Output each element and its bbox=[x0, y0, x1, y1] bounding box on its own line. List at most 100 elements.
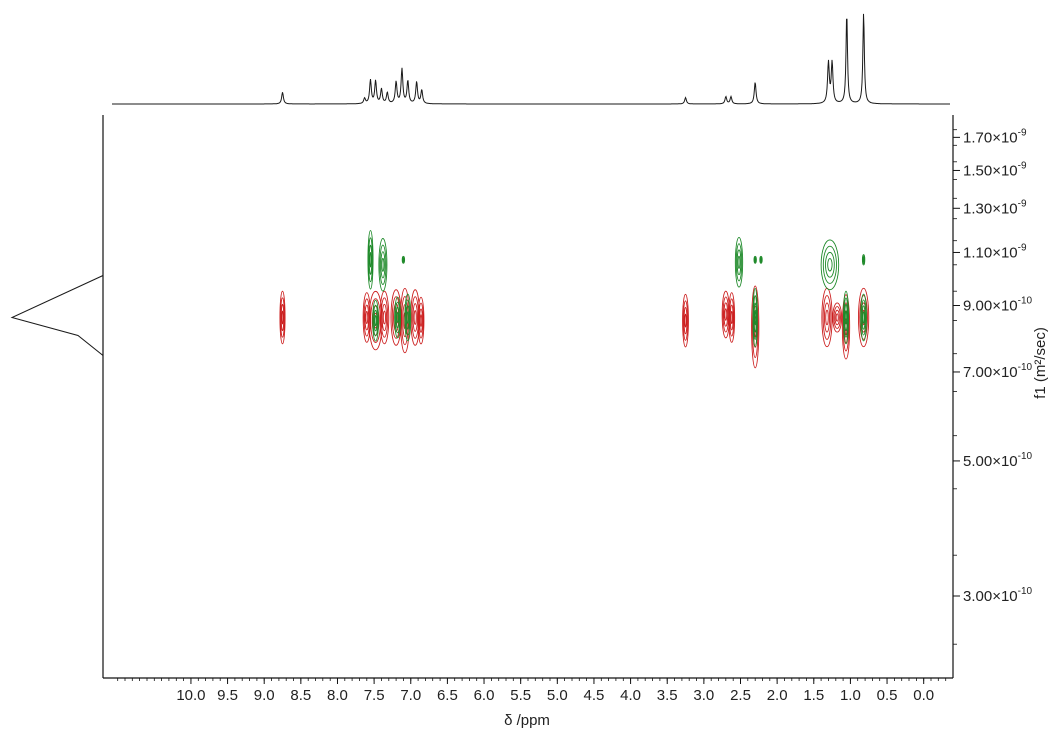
negative-contour bbox=[841, 294, 851, 360]
positive-contour bbox=[844, 310, 848, 325]
positive-peak bbox=[842, 290, 850, 345]
positive-contour bbox=[394, 296, 401, 339]
negative-contour bbox=[683, 307, 688, 335]
y-tick-label: 7.00×10-10 bbox=[963, 362, 1033, 381]
positive-peak bbox=[734, 237, 744, 288]
positive-contour bbox=[843, 297, 849, 338]
positive-contour bbox=[380, 251, 386, 279]
x-tick-label: 1.5 bbox=[803, 687, 824, 704]
negative-contour bbox=[419, 308, 423, 333]
negative-peak bbox=[832, 302, 843, 333]
negative-contour bbox=[380, 297, 389, 338]
negative-contour bbox=[823, 302, 831, 333]
positive-contour bbox=[368, 237, 373, 283]
y-axis-title: f1 (m²/sec) bbox=[1032, 327, 1049, 399]
positive-contour bbox=[752, 287, 758, 348]
positive-contour bbox=[372, 299, 379, 342]
positive-contour bbox=[861, 305, 866, 330]
positive-contour bbox=[378, 238, 388, 292]
positive-contour bbox=[734, 237, 744, 288]
spectrum-trace bbox=[112, 13, 950, 105]
x-tick-label: 6.5 bbox=[437, 687, 458, 704]
negative-contour bbox=[370, 298, 381, 343]
negative-contour bbox=[418, 302, 424, 339]
positive-contour bbox=[860, 299, 867, 336]
y-tick-label: 9.00×10-10 bbox=[963, 296, 1033, 315]
x-tick-label: 0.0 bbox=[913, 687, 934, 704]
positive-peak bbox=[752, 287, 758, 348]
negative-contour bbox=[730, 310, 733, 325]
negative-contour bbox=[684, 313, 687, 328]
x-tick-label: 3.0 bbox=[693, 687, 714, 704]
positive-contour bbox=[827, 258, 833, 272]
negative-contour bbox=[835, 313, 839, 322]
positive-contour bbox=[735, 243, 743, 282]
positive-contour bbox=[759, 255, 763, 264]
positive-contour bbox=[862, 311, 865, 324]
projection-trace bbox=[10, 115, 104, 678]
negative-contour bbox=[280, 303, 285, 332]
positive-contour bbox=[753, 302, 757, 333]
negative-peak bbox=[728, 292, 736, 343]
x-tick-label: 4.5 bbox=[584, 687, 605, 704]
y-tick-label: 1.30×10-9 bbox=[963, 198, 1027, 217]
positive-contour bbox=[367, 230, 374, 290]
positive-peak bbox=[820, 239, 840, 291]
negative-contour bbox=[363, 298, 370, 337]
positive-peak bbox=[372, 299, 379, 342]
positive-contour bbox=[860, 293, 867, 342]
positive-peak bbox=[367, 230, 374, 290]
negative-contour bbox=[723, 302, 729, 327]
positive-contour bbox=[374, 315, 377, 327]
x-tick-label: 7.5 bbox=[364, 687, 385, 704]
negative-contour bbox=[834, 309, 840, 326]
positive-contour bbox=[737, 255, 741, 269]
negative-contour bbox=[751, 285, 760, 369]
x-tick-label: 2.5 bbox=[730, 687, 751, 704]
positive-peak bbox=[753, 255, 757, 264]
negative-contour bbox=[365, 310, 369, 325]
negative-contour bbox=[419, 314, 423, 327]
negative-contour bbox=[412, 303, 418, 332]
x-tick-label: 6.0 bbox=[474, 687, 495, 704]
positive-contour bbox=[861, 254, 866, 266]
positive-peak bbox=[378, 238, 388, 292]
negative-contour bbox=[859, 295, 868, 340]
positive-contour bbox=[372, 304, 379, 337]
y-tick-label: 1.10×10-9 bbox=[963, 242, 1027, 261]
x-tick-label: 2.0 bbox=[767, 687, 788, 704]
x-axis-title: δ /ppm bbox=[504, 712, 550, 729]
negative-peak bbox=[379, 290, 390, 345]
x-tick-label: 8.0 bbox=[327, 687, 348, 704]
x-tick-label: 5.0 bbox=[547, 687, 568, 704]
negative-contour bbox=[724, 308, 728, 321]
negative-contour bbox=[729, 304, 734, 331]
positive-contour bbox=[394, 301, 401, 334]
x-tick-label: 8.5 bbox=[290, 687, 311, 704]
positive-contour bbox=[373, 309, 378, 332]
positive-peak bbox=[759, 255, 763, 264]
positive-peak bbox=[404, 293, 412, 342]
positive-contour bbox=[753, 295, 758, 340]
negative-contour bbox=[417, 296, 425, 345]
positive-contour bbox=[406, 311, 409, 324]
negative-contour bbox=[379, 290, 390, 345]
x-tick-label: 9.5 bbox=[217, 687, 238, 704]
x-tick-label: 1.0 bbox=[840, 687, 861, 704]
positive-contour bbox=[368, 244, 373, 275]
negative-contour bbox=[281, 310, 284, 325]
negative-contour bbox=[381, 303, 388, 332]
negative-contour bbox=[729, 298, 735, 337]
contour-layer bbox=[279, 230, 870, 369]
plot-frame bbox=[102, 115, 954, 679]
positive-contour bbox=[401, 255, 406, 264]
positive-peak bbox=[860, 293, 867, 342]
1d-proton-spectrum bbox=[112, 13, 950, 105]
x-tick-label: 3.5 bbox=[657, 687, 678, 704]
negative-contour bbox=[752, 295, 759, 359]
negative-peak bbox=[858, 287, 870, 348]
negative-peak bbox=[279, 290, 286, 345]
x-axis: 10.0 9.5 9.0 8.5 8.0 7.5 7.0 6.5 6.0 5.5 5.0 4.5 4.0… bbox=[117, 678, 947, 704]
negative-peak bbox=[821, 287, 833, 348]
negative-contour bbox=[413, 310, 417, 325]
